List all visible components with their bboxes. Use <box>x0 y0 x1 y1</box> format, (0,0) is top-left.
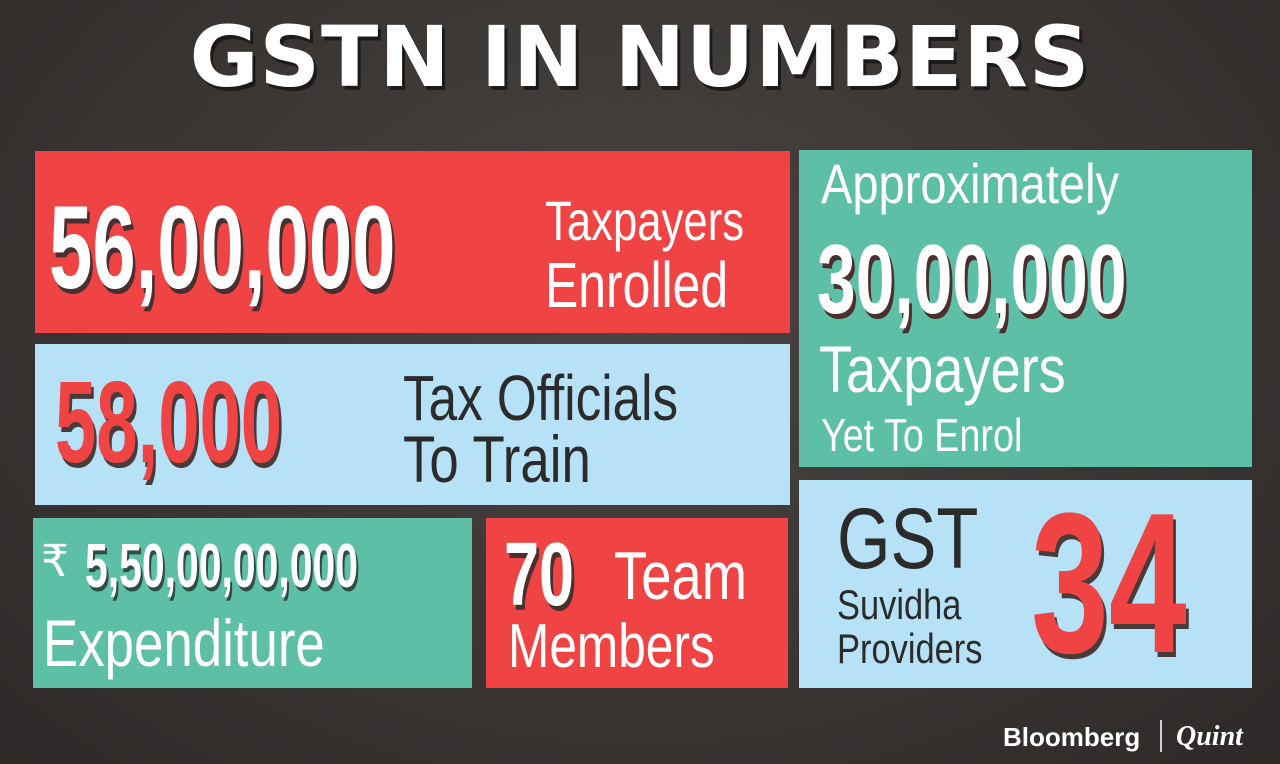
gsp-line1: GST <box>837 491 979 587</box>
expenditure-amount: 5,50,00,00,000 <box>85 532 359 601</box>
taxpayers-enrolled-panel: 56,00,000 Taxpayers Enrolled <box>35 151 790 333</box>
yet-to-enrol-approx: Approximately <box>821 152 1120 215</box>
tax-officials-number: 58,000 <box>55 357 283 487</box>
page-title: GSTN IN NUMBERS <box>189 8 1091 106</box>
team-number: 70 <box>504 525 575 625</box>
yet-to-enrol-number: 30,00,000 <box>817 224 1127 334</box>
taxpayers-enrolled-line1: Taxpayers <box>545 189 745 252</box>
tax-officials-line2: To Train <box>403 422 591 496</box>
expenditure-panel: ₹ 5,50,00,00,000 Expenditure <box>33 518 472 688</box>
logo-divider <box>1160 720 1162 752</box>
gsp-line3: Providers <box>837 625 983 672</box>
team-line2: Members <box>508 612 715 681</box>
yet-to-enrol-panel: Approximately 30,00,000 Taxpayers Yet To… <box>799 150 1252 467</box>
gsp-panel: GST Suvidha Providers 34 <box>799 480 1252 688</box>
taxpayers-enrolled-number: 56,00,000 <box>49 182 396 314</box>
tax-officials-panel: 58,000 Tax Officials To Train <box>35 344 790 505</box>
tax-officials-line1: Tax Officials <box>403 362 679 434</box>
yet-to-enrol-taxpayers: Taxpayers <box>819 332 1066 406</box>
quint-logo: Quint <box>1176 721 1243 752</box>
gsp-line2: Suvidha <box>837 581 962 628</box>
taxpayers-enrolled-line2: Enrolled <box>545 249 729 321</box>
rupee-icon: ₹ <box>41 536 69 587</box>
yet-to-enrol-label: Yet To Enrol <box>821 409 1023 461</box>
team-line1: Team <box>614 538 748 614</box>
team-panel: 70 Team Members <box>486 518 788 688</box>
bloomberg-logo: Bloomberg <box>1003 722 1141 752</box>
expenditure-label: Expenditure <box>43 606 325 680</box>
gsp-number: 34 <box>1031 472 1187 695</box>
